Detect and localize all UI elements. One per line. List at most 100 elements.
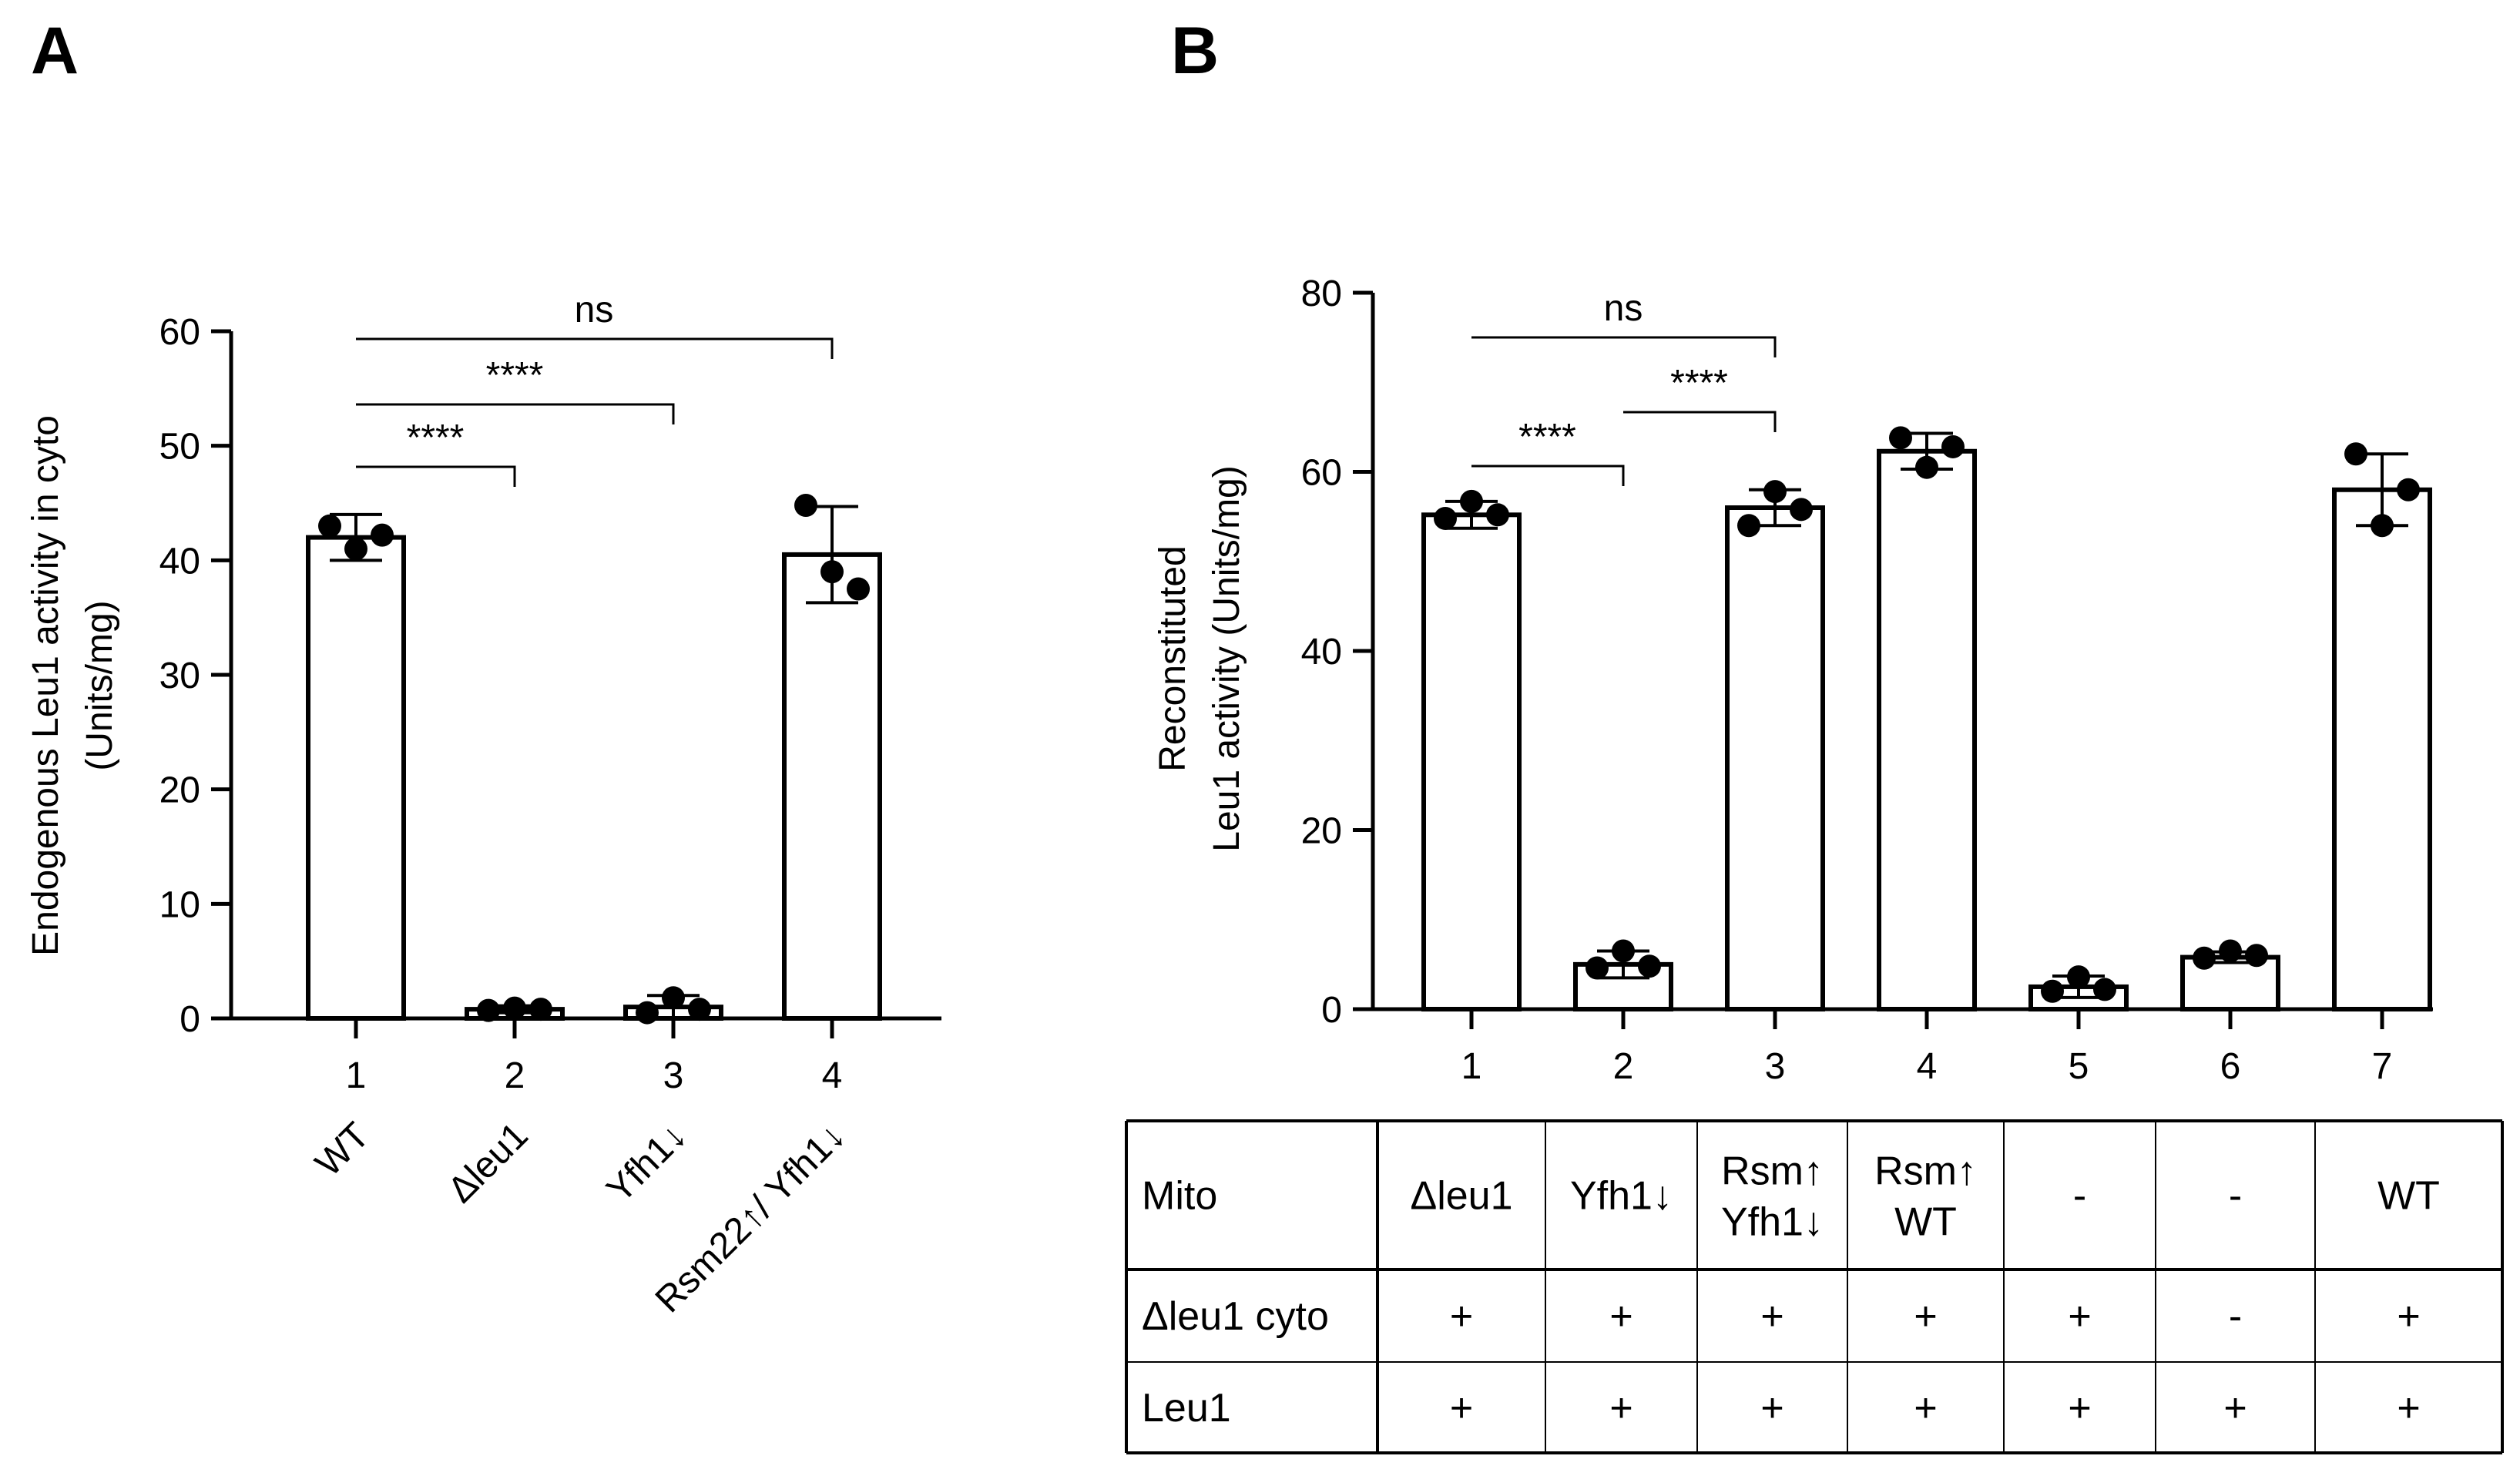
panel-b-data-point bbox=[1585, 956, 1609, 980]
panel-b-data-point bbox=[1763, 480, 1787, 504]
table-cell: + bbox=[2068, 1386, 2091, 1431]
panel-b-x-tick-label: 1 bbox=[1461, 1046, 1482, 1087]
panel-a-ylabel-line2: (Units/mg) bbox=[79, 600, 120, 770]
panel-b-x-tick-label: 3 bbox=[1765, 1046, 1786, 1087]
table-row-label: Mito bbox=[1142, 1174, 1217, 1219]
panel-b-data-point bbox=[1612, 939, 1635, 963]
panel-a-y-tick-label: 20 bbox=[159, 770, 200, 811]
panel-a-data-point bbox=[344, 537, 367, 561]
panel-b-x-tick-label: 2 bbox=[1613, 1046, 1634, 1087]
panel-a-data-point bbox=[318, 514, 341, 538]
panel-b-y-tick-label: 0 bbox=[1321, 990, 1342, 1031]
panel-a-x-tick-label: 2 bbox=[505, 1055, 525, 1096]
panel-b-y-tick-label: 60 bbox=[1301, 453, 1342, 494]
panel-a-bar bbox=[306, 535, 406, 1021]
table-cell: + bbox=[1450, 1294, 1473, 1339]
panel-a-category-name: Δleu1 bbox=[440, 1115, 535, 1210]
panel-b-chart: Reconstituted Leu1 activity (Units/mg) 0… bbox=[1153, 273, 2433, 1087]
panel-a-category-name: Yfh1↓ bbox=[599, 1115, 695, 1210]
panel-b-y-tick-label: 20 bbox=[1301, 811, 1342, 852]
panel-b-label: B bbox=[1171, 14, 1219, 88]
panel-a-x-tick-label: 3 bbox=[663, 1055, 684, 1096]
panel-a-significance-label: **** bbox=[486, 355, 544, 396]
panel-b-data-point bbox=[2344, 442, 2367, 466]
table-cell: + bbox=[1914, 1294, 1937, 1339]
table-cell: Rsm↑ bbox=[1874, 1149, 1977, 1194]
panel-a-data-point bbox=[529, 998, 552, 1021]
panel-a-ylabel-line1: Endogenous Leu1 activity in cyto bbox=[25, 415, 66, 956]
panel-a-y-tick-label: 40 bbox=[159, 541, 200, 582]
panel-a-significance-label: ns bbox=[575, 290, 614, 330]
panel-b-significance-label: ns bbox=[1604, 288, 1643, 329]
table-cell: + bbox=[1609, 1386, 1632, 1431]
condition-table: Mito Δleu1 Yfh1↓ Rsm↑ Yfh1↓ Rsm↑ WT - - WT Δleu1 c… bbox=[1125, 1119, 2504, 1454]
panel-a-y-tick-label: 30 bbox=[159, 656, 200, 696]
panel-b-y-tick-label: 40 bbox=[1301, 632, 1342, 673]
panel-b-data-point bbox=[2193, 946, 2216, 970]
panel-b-bar bbox=[1725, 505, 1825, 1011]
table-cell: Δleu1 bbox=[1410, 1174, 1512, 1219]
panel-a-x-tick-label: 4 bbox=[822, 1055, 843, 1096]
table-cell: + bbox=[1760, 1294, 1783, 1339]
panel-a-data-point bbox=[371, 523, 394, 547]
panel-b-x-tick-label: 5 bbox=[2069, 1046, 2089, 1087]
table-cell: Yfh1↓ bbox=[1721, 1200, 1824, 1245]
panel-a-data-point bbox=[503, 996, 526, 1020]
table-cell: - bbox=[2229, 1294, 2242, 1339]
panel-a-significance-bracket bbox=[356, 337, 834, 359]
panel-a-y-tick-label: 10 bbox=[159, 884, 200, 925]
panel-a-y-tick-label: 50 bbox=[159, 427, 200, 468]
panel-a-y-tick-label: 0 bbox=[180, 999, 200, 1040]
panel-a-y-tick-label: 60 bbox=[159, 312, 200, 353]
panel-b-data-point bbox=[1486, 503, 1509, 527]
panel-a-data-point bbox=[477, 998, 500, 1022]
table-cell: + bbox=[2397, 1294, 2420, 1339]
panel-a-data-point bbox=[688, 998, 711, 1021]
panel-b-data-point bbox=[1790, 498, 1813, 522]
panel-a-data-point bbox=[847, 577, 870, 601]
panel-b-data-point bbox=[2371, 514, 2394, 538]
panel-b-data-point bbox=[2397, 478, 2420, 502]
table-cell: WT bbox=[2377, 1174, 2440, 1219]
panel-a-significance-bracket bbox=[356, 465, 516, 487]
panel-a-data-point bbox=[662, 986, 685, 1010]
panel-a-category-name: WT bbox=[308, 1115, 377, 1184]
table-cell: + bbox=[2223, 1386, 2247, 1431]
panel-b-x-tick-label: 6 bbox=[2220, 1046, 2241, 1087]
panel-a-data-point bbox=[820, 560, 844, 584]
panel-a-label: A bbox=[31, 14, 79, 88]
panel-b-data-point bbox=[2093, 978, 2116, 1001]
panel-b-bar bbox=[1421, 512, 1522, 1011]
table-cell: + bbox=[1450, 1386, 1473, 1431]
panel-a-significance-bracket bbox=[356, 403, 675, 424]
panel-b-data-point bbox=[1941, 434, 1965, 458]
panel-a-bar bbox=[782, 552, 882, 1021]
panel-b-data-point bbox=[1737, 514, 1760, 538]
panel-b-significance-label: **** bbox=[1518, 417, 1576, 458]
panel-b-significance-bracket bbox=[1471, 336, 1777, 357]
table-row-label: Δleu1 cyto bbox=[1142, 1294, 1329, 1339]
panel-b-significance-label: **** bbox=[1670, 363, 1728, 404]
table-cell: WT bbox=[1894, 1200, 1957, 1245]
table-cell: Yfh1↓ bbox=[1570, 1174, 1673, 1219]
panel-b-data-point bbox=[1434, 506, 1457, 530]
panel-a-data-point bbox=[636, 1001, 659, 1025]
table-cell: + bbox=[1760, 1386, 1783, 1431]
panel-a-x-tick-label: 1 bbox=[346, 1055, 367, 1096]
panel-b-data-point bbox=[1915, 455, 1938, 479]
panel-b-data-point bbox=[2219, 939, 2242, 963]
table-cell: + bbox=[1609, 1294, 1632, 1339]
panel-b-significance-bracket bbox=[1623, 411, 1777, 432]
panel-b-data-point bbox=[2245, 944, 2268, 968]
panel-a-data-point bbox=[794, 493, 817, 517]
table-cell: + bbox=[1914, 1386, 1937, 1431]
panel-b-bar bbox=[1877, 448, 1977, 1011]
panel-b-data-point bbox=[1460, 489, 1483, 513]
panel-b-bar bbox=[2332, 487, 2432, 1011]
table-cell: - bbox=[2229, 1174, 2242, 1219]
panel-b-data-point bbox=[1889, 426, 1912, 450]
panel-b-ylabel-line2: Leu1 activity (Units/mg) bbox=[1206, 465, 1247, 852]
panel-b-data-point bbox=[2041, 979, 2064, 1003]
panel-b-data-point bbox=[2067, 965, 2090, 989]
table-cell: + bbox=[2397, 1386, 2420, 1431]
